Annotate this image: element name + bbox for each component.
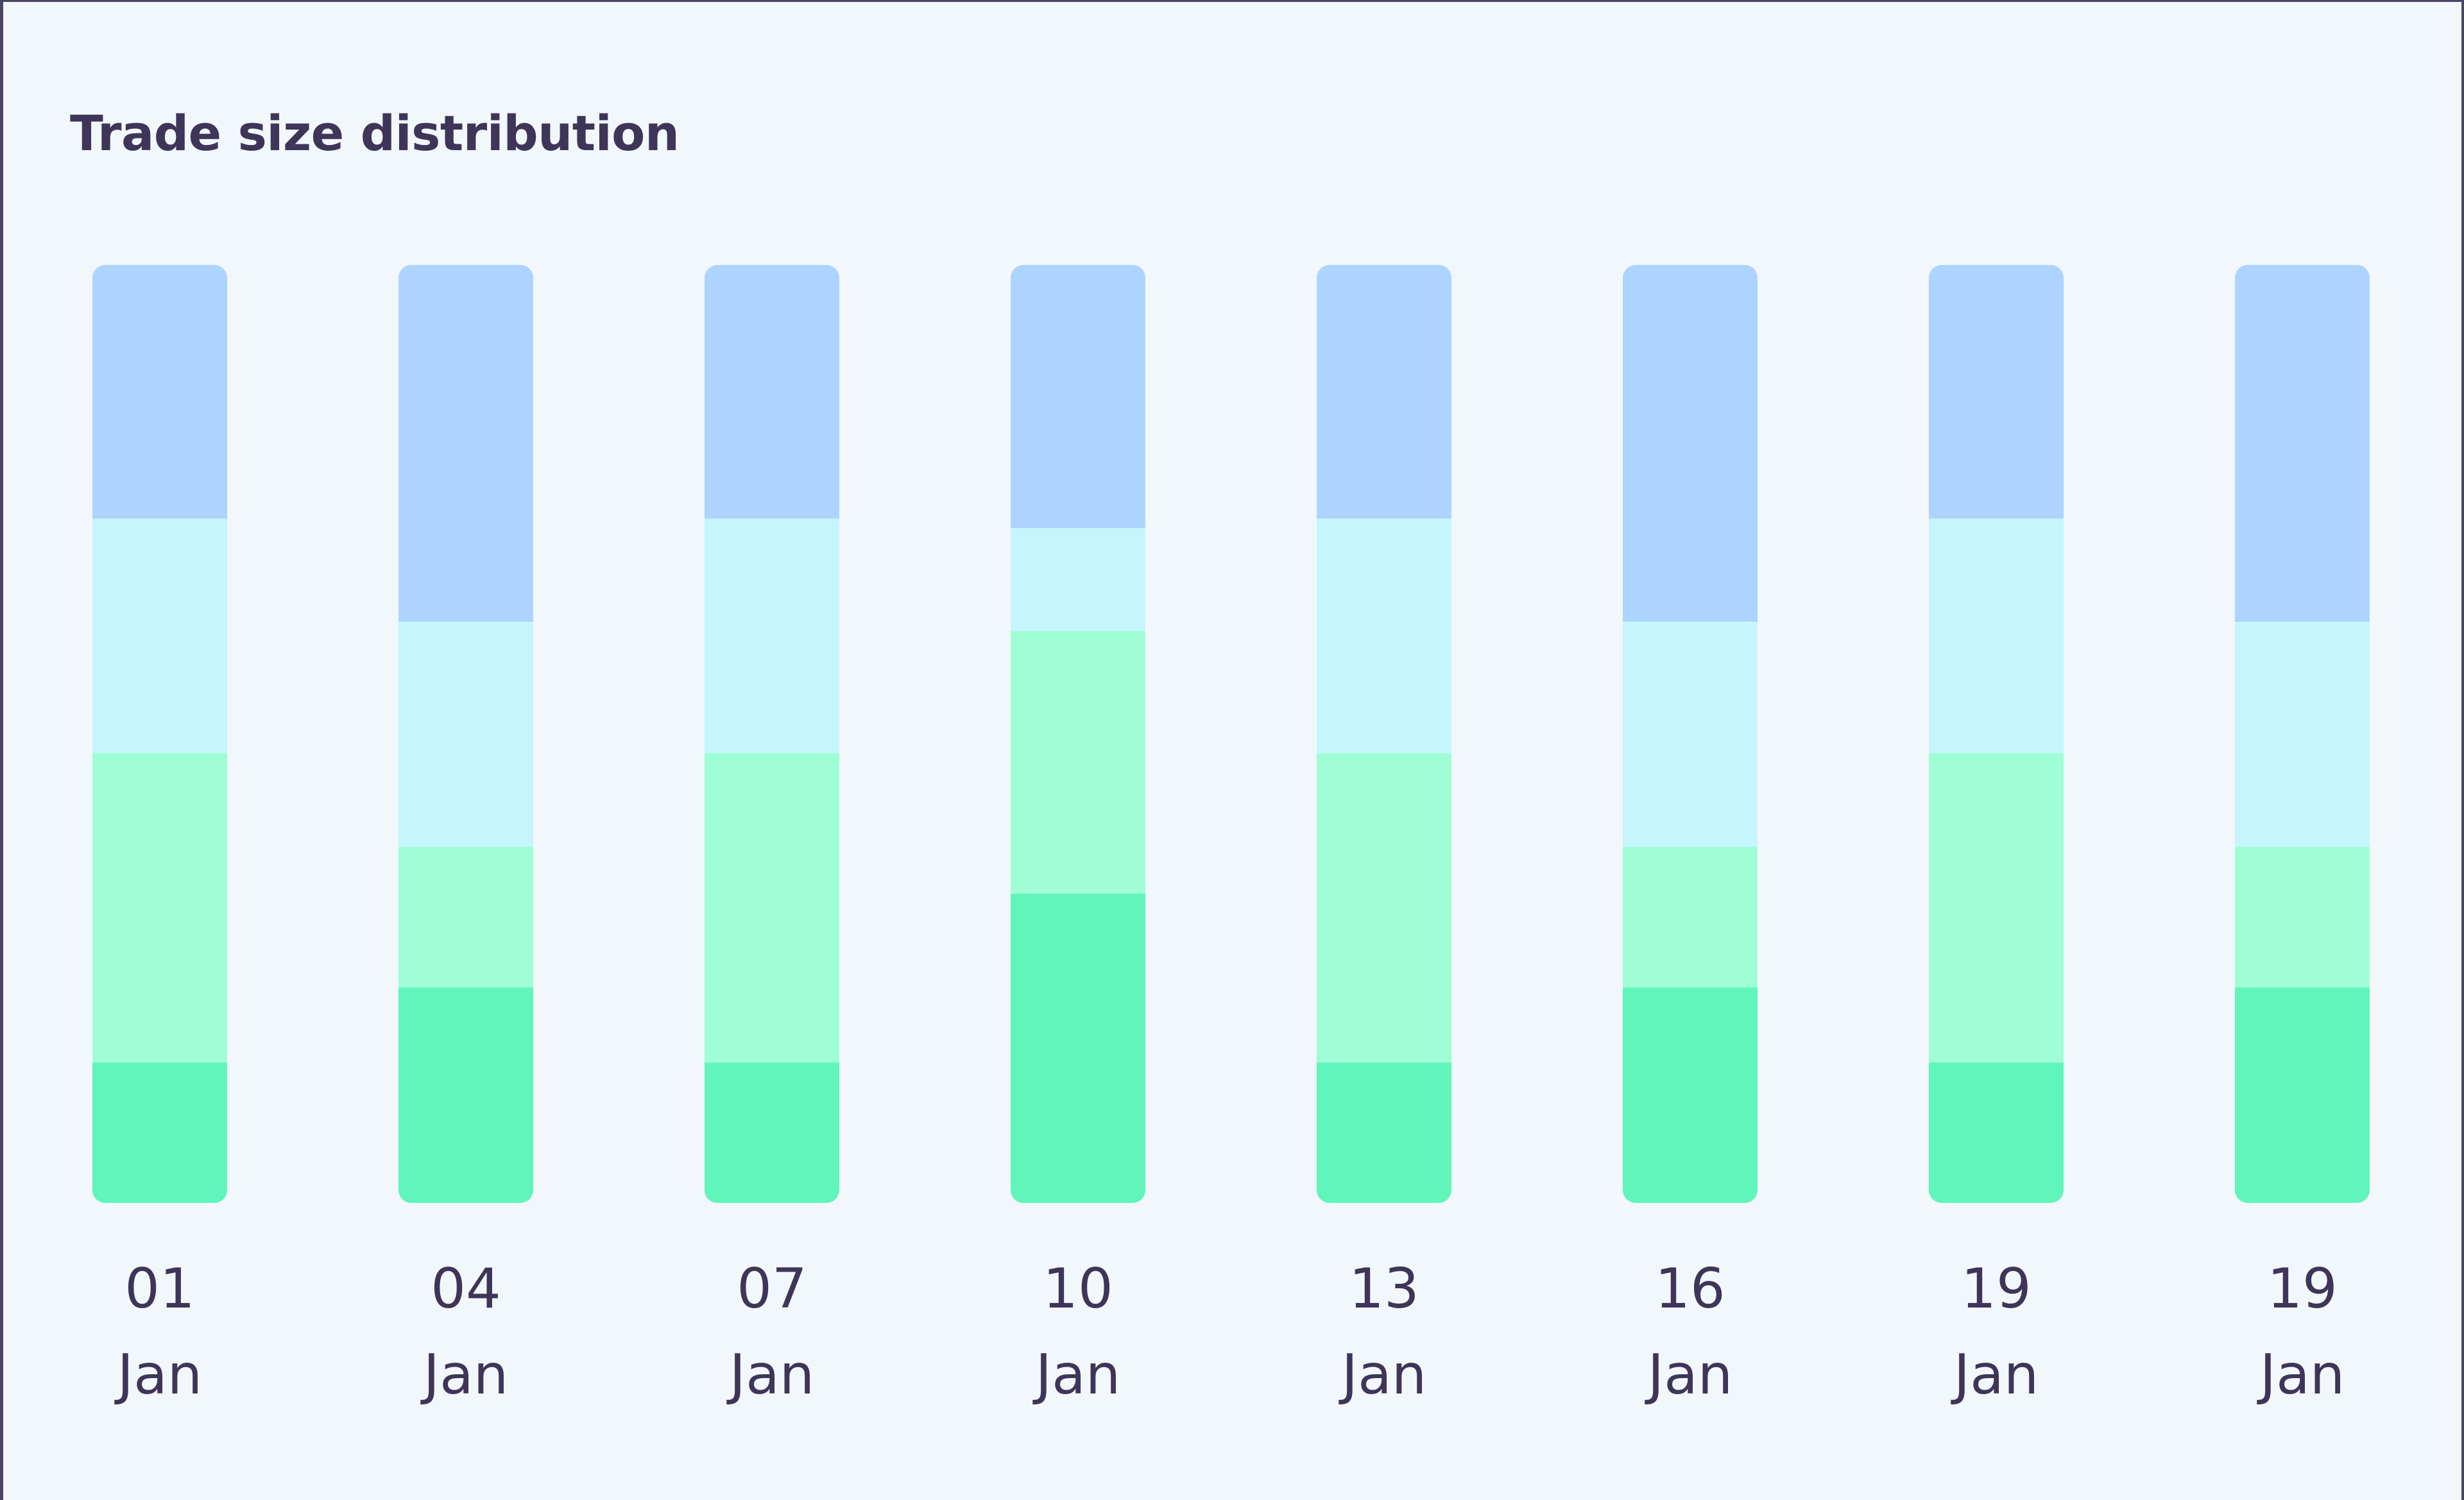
bar-segment	[1011, 893, 1145, 1203]
bar-segment	[1929, 518, 2064, 753]
bar-segment	[1929, 753, 2064, 1063]
bar-segment	[1623, 621, 1758, 847]
x-tick-day-label: 19	[2267, 1257, 2337, 1321]
x-tick-day-label: 01	[124, 1257, 194, 1321]
x-tick-day-label: 16	[1655, 1257, 1725, 1321]
x-tick-month-label: Jan	[726, 1343, 815, 1407]
bar-segment	[1317, 1062, 1451, 1203]
x-tick-day-label: 13	[1349, 1257, 1419, 1321]
bar-segment	[92, 265, 227, 519]
bar-segment	[1623, 846, 1758, 988]
bar-segment	[398, 265, 533, 622]
stacked-bar-chart: 01 Jan 04 Jan 07 Jan 10 Jan 13 Jan 16 Jan 19 Jan 19 Jan	[92, 265, 2370, 1407]
bar-segment	[398, 621, 533, 847]
bar-2	[705, 265, 839, 1203]
bar-5	[1623, 265, 1758, 1203]
chart-title: Trade size distribution	[70, 105, 680, 162]
bar-segment	[1011, 527, 1145, 631]
bar-4	[1317, 265, 1451, 1203]
bar-segment	[1929, 1062, 2064, 1203]
x-tick-month-label: Jan	[2257, 1343, 2345, 1407]
bar-segment	[1623, 265, 1758, 622]
x-tick-day-label: 07	[737, 1257, 807, 1321]
bar-6	[1929, 265, 2064, 1203]
x-tick-month-label: Jan	[1032, 1343, 1121, 1407]
bar-segment	[705, 265, 839, 519]
x-tick-day-label: 19	[1961, 1257, 2031, 1321]
bar-segment	[92, 518, 227, 753]
bar-segment	[92, 1062, 227, 1203]
bar-segment	[2235, 621, 2370, 847]
bar-segment	[1011, 631, 1145, 894]
bar-0	[92, 265, 227, 1203]
bar-segment	[2235, 846, 2370, 988]
bar-segment	[2235, 987, 2370, 1203]
x-tick-month-label: Jan	[1645, 1343, 1733, 1407]
bar-segment	[1623, 987, 1758, 1203]
bar-segment	[1011, 265, 1145, 528]
bar-segment	[1317, 518, 1451, 753]
x-tick-month-label: Jan	[420, 1343, 509, 1407]
bar-segment	[398, 846, 533, 988]
bar-segment	[705, 518, 839, 753]
x-tick-day-label: 04	[431, 1257, 501, 1321]
bar-segment	[705, 1062, 839, 1203]
bar-7	[2235, 265, 2370, 1203]
bar-segment	[1929, 265, 2064, 519]
bar-segment	[705, 753, 839, 1063]
bar-segment	[398, 987, 533, 1203]
x-tick-month-label: Jan	[114, 1343, 203, 1407]
bar-3	[1011, 265, 1145, 1203]
x-tick-day-label: 10	[1043, 1257, 1113, 1321]
x-tick-month-label: Jan	[1339, 1343, 1427, 1407]
bar-segment	[92, 753, 227, 1063]
bar-segment	[1317, 265, 1451, 519]
bar-segment	[1317, 753, 1451, 1063]
bar-segment	[2235, 265, 2370, 622]
bar-1	[398, 265, 533, 1203]
x-tick-month-label: Jan	[1951, 1343, 2039, 1407]
